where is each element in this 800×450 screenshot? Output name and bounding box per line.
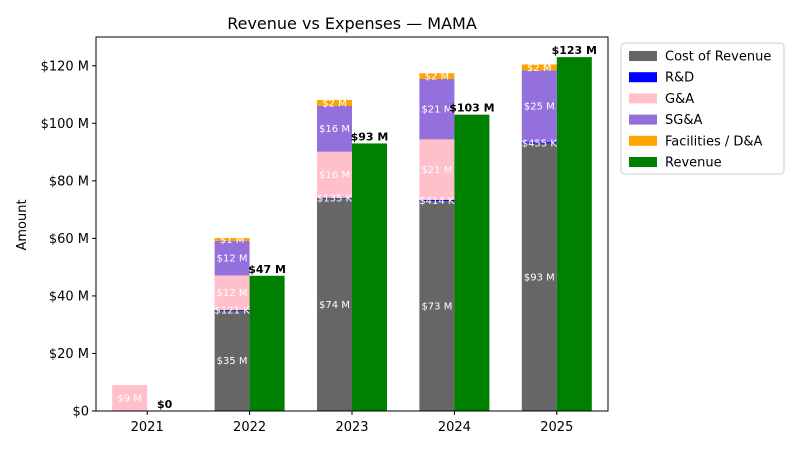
legend-entry-label: Revenue	[665, 156, 722, 171]
segment-value-label: $414 K	[419, 196, 455, 207]
legend-entry-label: Facilities / D&A	[665, 134, 763, 149]
expense-bar-segment	[419, 199, 455, 201]
legend-swatch	[629, 114, 657, 125]
expense-bar-segment	[521, 143, 557, 411]
legend-swatch	[629, 51, 657, 61]
segment-value-label: $35 M	[217, 356, 248, 367]
y-tick-label: $40 M	[49, 289, 89, 304]
revenue-value-label: $93 M	[351, 130, 389, 143]
expense-bar-segment	[521, 142, 557, 144]
x-tick-label: 2021	[131, 420, 164, 435]
expense-bar-segment	[317, 151, 352, 198]
segment-value-label: $93 M	[524, 273, 555, 284]
segment-value-label: $16 M	[319, 170, 350, 181]
legend[interactable]: Cost of Revenue R&D G&A SG&A Facilities / D&…	[620, 42, 785, 175]
expense-bar-segment	[419, 73, 455, 79]
revenue-value-label: $0	[157, 398, 173, 411]
revenue-bar	[556, 57, 592, 412]
bars-layer	[112, 57, 592, 412]
segment-value-label: $1 M	[220, 235, 245, 246]
legend-entry-label: R&D	[665, 71, 694, 86]
y-tick-label: $120 M	[41, 59, 89, 74]
segment-value-label: $21 M	[421, 165, 452, 176]
segment-value-label: $2 M	[425, 72, 450, 83]
segment-value-label: $25 M	[524, 102, 555, 113]
y-tick-label: $100 M	[41, 117, 89, 132]
x-tick-label: 2023	[335, 420, 368, 435]
revenue-value-label: $103 M	[449, 102, 494, 115]
expense-bar-segment	[317, 197, 352, 199]
segment-value-label: $74 M	[319, 300, 350, 311]
data-labels-layer: $9 M $0 $35 M $121 K $12 M $12 M $1 M $47 M $74 …	[117, 44, 597, 411]
revenue-value-label: $123 M	[552, 44, 597, 57]
y-tick-label: $80 M	[49, 174, 89, 189]
segment-value-label: $9 M	[117, 394, 142, 405]
legend-swatch	[629, 72, 657, 83]
segment-value-label: $16 M	[319, 124, 350, 135]
expense-bar-segment	[521, 70, 557, 143]
expense-bar-segment	[317, 99, 352, 106]
y-tick-label: $0	[72, 405, 89, 420]
chart-title: Revenue vs Expenses — MAMA	[227, 14, 477, 33]
legend-swatch	[629, 93, 657, 104]
legend-swatch	[629, 135, 657, 146]
y-tick-label: $60 M	[49, 232, 89, 247]
legend-entry-label: SG&A	[665, 113, 702, 128]
expense-bar-segment	[419, 78, 455, 140]
revenue-bar	[454, 114, 490, 411]
y-tick-label: $20 M	[49, 347, 89, 362]
x-tick-label: 2024	[438, 420, 471, 435]
segment-value-label: $455 K	[522, 138, 558, 149]
expense-bar-segment	[214, 238, 250, 241]
expense-bar-segment	[214, 310, 250, 411]
revenue-bar	[352, 143, 387, 411]
expense-bar-segment	[419, 139, 455, 200]
expense-bar-segment	[317, 198, 352, 411]
expense-bar-segment	[112, 385, 148, 411]
segment-value-label: $135 K	[317, 193, 353, 204]
segment-value-label: $12 M	[217, 254, 248, 265]
legend-entry-label: G&A	[665, 92, 694, 107]
legend-swatch	[629, 157, 657, 167]
expense-bar-segment	[317, 105, 352, 152]
legend-box	[620, 42, 785, 175]
plot-frame	[95, 36, 609, 412]
expense-bar-segment	[214, 275, 250, 310]
plot-border	[95, 36, 609, 412]
revenue-value-label: $47 M	[248, 263, 286, 276]
x-tick-label: 2025	[540, 420, 573, 435]
segment-value-label: $2 M	[322, 98, 347, 109]
x-tick-label: 2022	[233, 420, 266, 435]
expense-bar-segment	[521, 64, 557, 71]
segment-value-label: $73 M	[421, 301, 452, 312]
expense-bar-segment	[214, 240, 250, 276]
segment-value-label: $2 M	[527, 63, 552, 74]
y-axis-label: Amount	[15, 199, 30, 250]
segment-value-label: $12 M	[217, 288, 248, 299]
segment-value-label: $121 K	[215, 306, 251, 317]
expense-bar-segment	[419, 200, 455, 411]
expense-bar-segment	[214, 309, 250, 311]
axes-layer: $0 $20 M $40 M $60 M $80 M $100 M $120 M 2021 20…	[41, 59, 574, 435]
segment-value-label: $21 M	[421, 105, 452, 116]
revenue-bar	[249, 275, 285, 411]
legend-entry-label: Cost of Revenue	[665, 50, 771, 65]
